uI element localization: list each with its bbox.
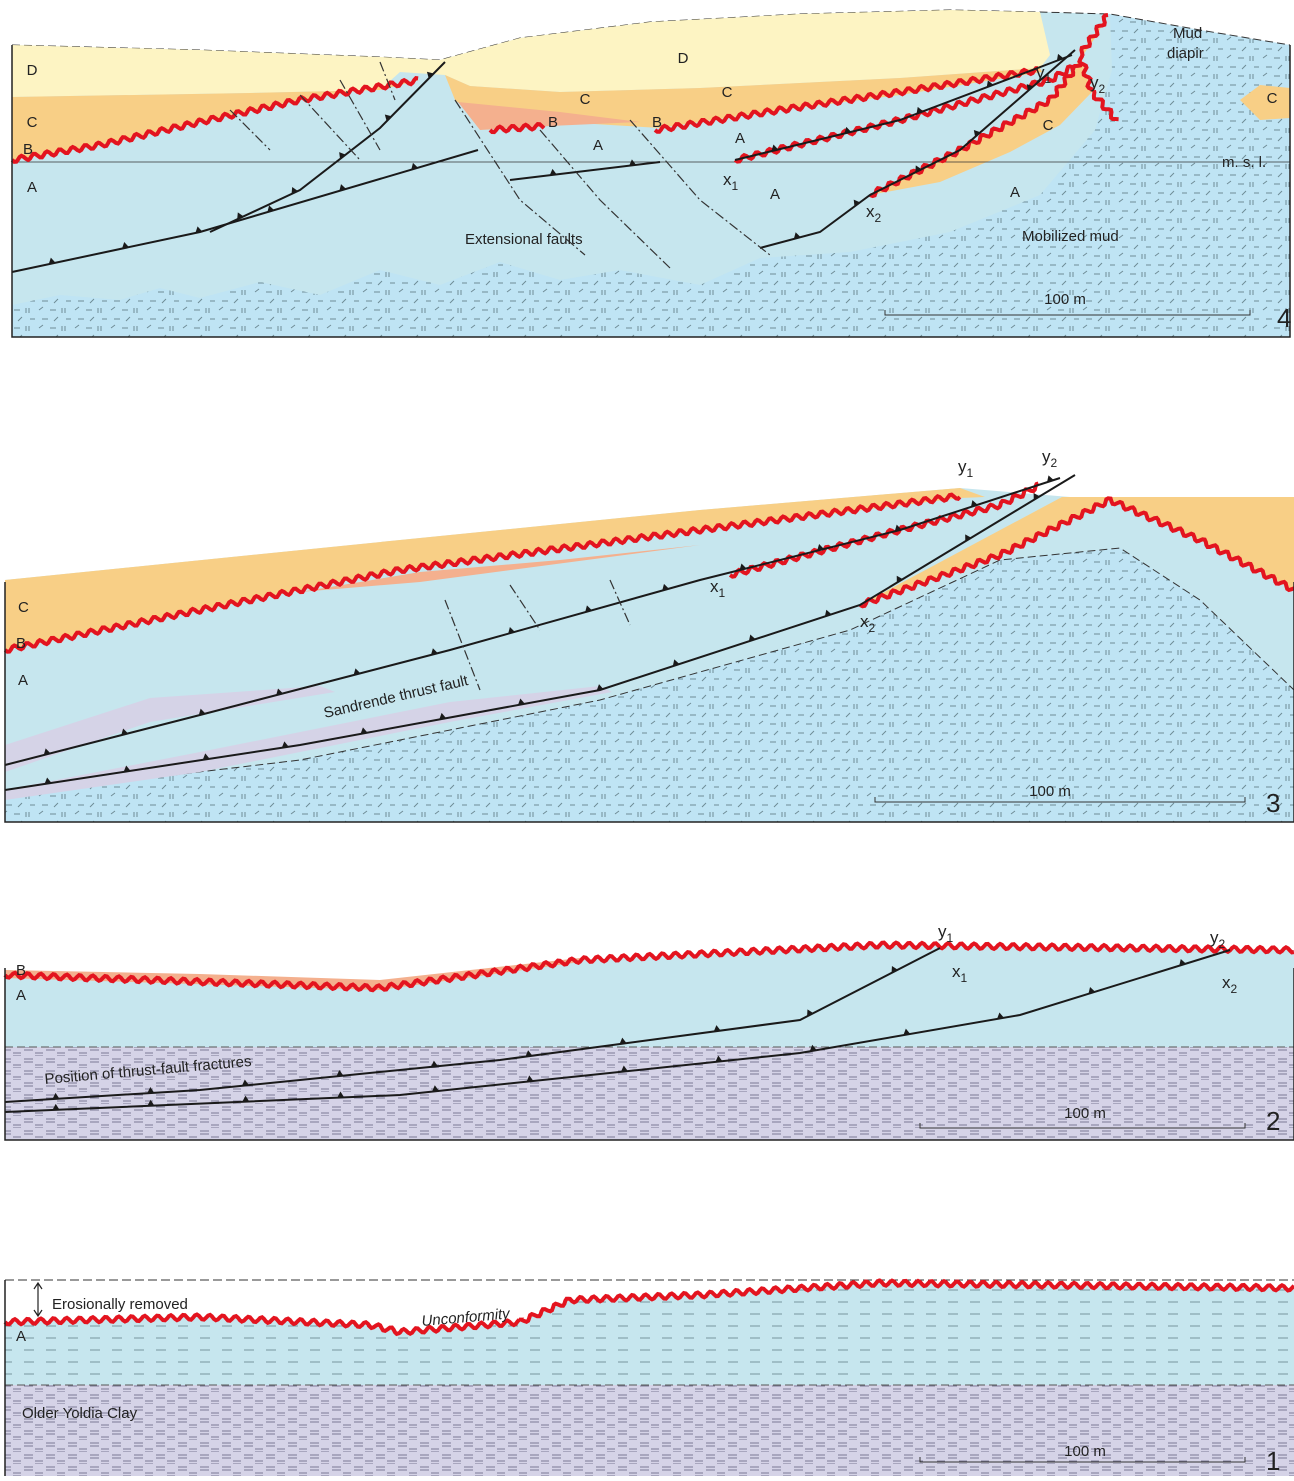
- note: Extensional faults: [465, 231, 583, 248]
- unit-label: D: [678, 50, 689, 67]
- unit-label: D: [27, 62, 38, 79]
- unit-label: C: [722, 84, 733, 101]
- unit-label: A: [16, 1328, 26, 1345]
- figure: DCBADCCBBAAAACCy1y2x1x2Muddiapirm. s. l.…: [0, 0, 1294, 1476]
- point-subscript: 2: [869, 621, 876, 635]
- note: diapir: [1167, 45, 1204, 62]
- unit-label: C: [580, 91, 591, 108]
- unit-label: C: [27, 114, 38, 131]
- point-subscript: 2: [1099, 82, 1106, 96]
- scale-label: 100 m: [1029, 783, 1071, 800]
- unit-label: C: [1043, 117, 1054, 134]
- unit-label: C: [1267, 90, 1278, 107]
- unit-label: A: [593, 137, 603, 154]
- unit-label: A: [16, 987, 26, 1004]
- point-subscript: 1: [719, 586, 726, 600]
- unit-label: A: [770, 186, 780, 203]
- point-subscript: 1: [1045, 72, 1052, 86]
- point-subscript: 2: [875, 211, 882, 225]
- unit-label: B: [652, 114, 662, 131]
- panel-number: 2: [1266, 1106, 1280, 1136]
- scale-label: 100 m: [1064, 1443, 1106, 1460]
- unit-label: A: [1010, 184, 1020, 201]
- note: Erosionally removed: [52, 1296, 188, 1313]
- unit-label: A: [18, 672, 28, 689]
- panel-number: 3: [1266, 788, 1280, 818]
- unit-label: B: [16, 635, 26, 652]
- unit-label: B: [16, 962, 26, 979]
- scale-label: 100 m: [1064, 1105, 1106, 1122]
- note: Mobilized mud: [1022, 228, 1119, 245]
- point-label: y1: [938, 922, 954, 945]
- note: m. s. l.: [1222, 154, 1266, 171]
- unit-a: [5, 945, 1294, 1047]
- note: Older Yoldia Clay: [22, 1405, 138, 1422]
- scale-label: 100 m: [1044, 291, 1086, 308]
- erosion-arrow: [34, 1283, 42, 1316]
- point-subscript: 2: [1231, 982, 1238, 996]
- unit-label: A: [735, 130, 745, 147]
- unit-label: B: [23, 141, 33, 158]
- unit-label: A: [27, 179, 37, 196]
- point-subscript: 1: [732, 179, 739, 193]
- note: Mud: [1173, 25, 1202, 42]
- point-subscript: 2: [1051, 456, 1058, 470]
- panel-number: 4: [1277, 303, 1291, 333]
- panel-number: 1: [1266, 1446, 1280, 1476]
- point-subscript: 1: [967, 466, 974, 480]
- unit-label: C: [18, 599, 29, 616]
- unit-label: B: [548, 114, 558, 131]
- point-subscript: 1: [947, 931, 954, 945]
- point-subscript: 2: [1219, 937, 1226, 951]
- point-subscript: 1: [961, 971, 968, 985]
